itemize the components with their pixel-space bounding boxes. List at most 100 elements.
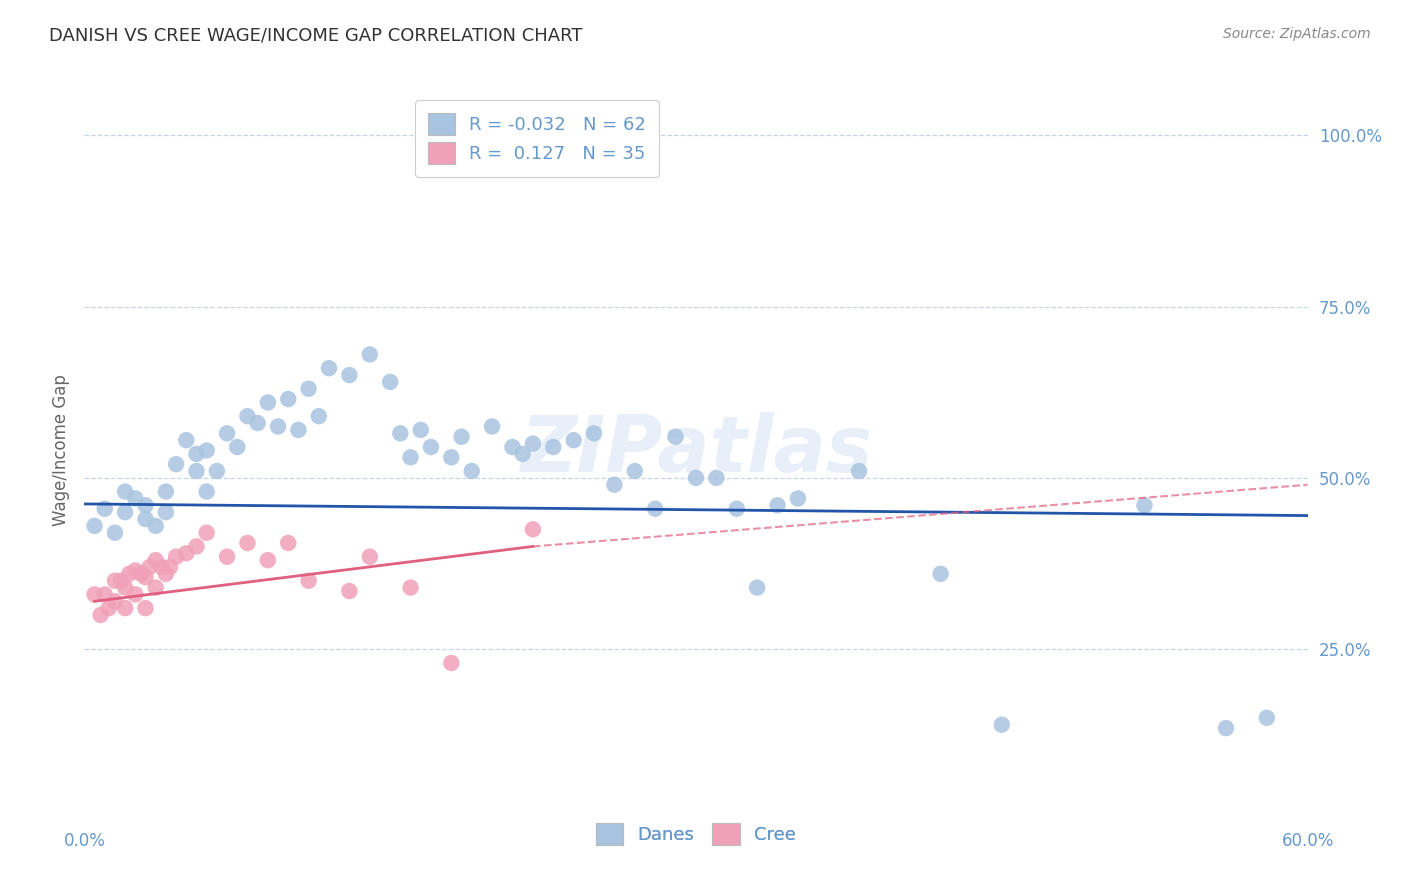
Point [155,505,177,519]
Point [929,566,952,581]
Point [217,426,239,441]
Point [339,584,361,599]
Point [481,419,503,434]
Point [124,491,146,506]
Point [1133,498,1156,512]
Point [246,416,269,430]
Point [186,447,208,461]
Point [118,566,141,581]
Text: ZIPatlas: ZIPatlas [520,412,872,489]
Point [257,395,280,409]
Point [174,546,197,560]
Point [104,574,127,588]
Point [725,501,748,516]
Point [298,382,321,396]
Point [174,433,197,447]
Point [308,409,330,424]
Point [165,549,187,564]
Point [991,717,1014,731]
Point [90,607,112,622]
Point [114,581,136,595]
Y-axis label: Wage/Income Gap: Wage/Income Gap [52,375,70,526]
Point [685,471,707,485]
Point [83,519,105,533]
Point [236,536,259,550]
Point [298,574,321,588]
Point [110,574,132,588]
Text: DANISH VS CREE WAGE/INCOME GAP CORRELATION CHART: DANISH VS CREE WAGE/INCOME GAP CORRELATI… [49,27,582,45]
Point [165,457,187,471]
Point [461,464,484,478]
Point [1215,721,1237,735]
Point [399,450,422,465]
Point [766,498,789,512]
Point [287,423,309,437]
Point [644,501,666,516]
Point [93,501,115,516]
Point [339,368,361,382]
Point [195,525,218,540]
Point [83,587,105,601]
Point [155,566,177,581]
Point [583,426,606,441]
Point [318,361,340,376]
Point [226,440,249,454]
Point [114,484,136,499]
Point [380,375,402,389]
Point [277,392,299,406]
Point [267,419,290,434]
Point [145,553,167,567]
Point [145,581,167,595]
Point [522,522,544,536]
Point [420,440,443,454]
Point [195,484,218,499]
Point [217,549,239,564]
Point [135,512,157,526]
Point [277,536,299,550]
Point [603,477,626,491]
Point [747,581,769,595]
Point [145,519,167,533]
Point [124,563,146,577]
Point [135,498,157,512]
Point [104,525,127,540]
Text: Source: ZipAtlas.com: Source: ZipAtlas.com [1223,27,1371,41]
Point [450,430,472,444]
Point [135,570,157,584]
Point [359,549,381,564]
Point [502,440,524,454]
Point [195,443,218,458]
Point [236,409,259,424]
Point [104,594,127,608]
Point [543,440,565,454]
Point [114,505,136,519]
Point [135,601,157,615]
Point [186,464,208,478]
Point [399,581,422,595]
Point [624,464,647,478]
Point [440,656,463,670]
Point [159,560,181,574]
Point [131,566,153,581]
Point [440,450,463,465]
Point [155,484,177,499]
Point [409,423,432,437]
Point [665,430,688,444]
Point [257,553,280,567]
Point [562,433,585,447]
Point [359,347,381,361]
Point [93,587,115,601]
Point [124,587,146,601]
Legend: Danes, Cree: Danes, Cree [589,816,803,853]
Point [389,426,412,441]
Point [150,560,173,574]
Point [787,491,810,506]
Point [1256,711,1278,725]
Point [114,601,136,615]
Point [138,560,160,574]
Point [706,471,728,485]
Point [186,540,208,554]
Point [97,601,120,615]
Point [522,436,544,450]
Point [512,447,534,461]
